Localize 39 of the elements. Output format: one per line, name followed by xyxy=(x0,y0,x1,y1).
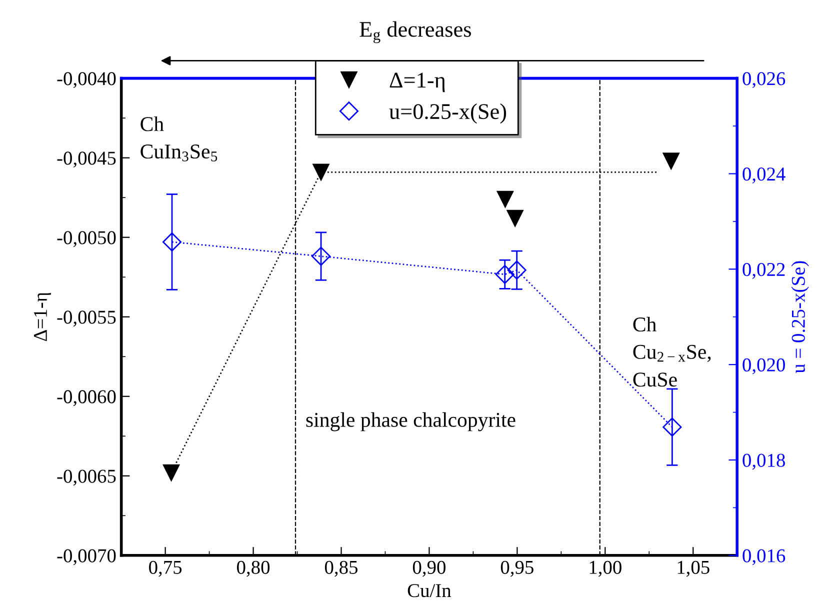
legend-label: Δ=1-η xyxy=(390,72,445,92)
x-tick-label: 1,00 xyxy=(590,560,622,577)
point xyxy=(162,232,182,252)
point xyxy=(507,260,526,280)
legend-label: u=0.25-x(Se) xyxy=(389,103,506,124)
x-tick-label: 0,95 xyxy=(500,560,534,577)
y2-tick-label: 0,024 xyxy=(742,168,786,184)
y-tick-label: -0,0070 xyxy=(57,549,116,566)
y2-axis-title: u = 0.25-x(Se) xyxy=(791,261,809,374)
point xyxy=(162,464,180,482)
annotation: Ch CuIn$_{3}$Se$_{5}$ xyxy=(140,116,218,162)
y2-tick-label: 0,018 xyxy=(742,454,785,470)
y2-tick-label: 0,026 xyxy=(742,72,786,88)
x-tick-label: 0,75 xyxy=(149,560,182,577)
point xyxy=(495,264,514,284)
point xyxy=(506,210,524,227)
annotation: Ch Cu$_{2−x}$Se, CuSe xyxy=(633,316,711,387)
y-tick-label: -0,0065 xyxy=(57,470,116,486)
x-tick-label: 0,80 xyxy=(237,560,270,577)
point xyxy=(312,164,330,180)
point xyxy=(662,418,682,437)
y-tick-label: -0,0055 xyxy=(57,310,116,327)
x-tick-label: 0,85 xyxy=(324,560,358,577)
y-tick-label: -0,0040 xyxy=(57,72,116,88)
x-tick-label: 0,90 xyxy=(412,560,446,577)
y-tick-label: -0,0045 xyxy=(57,152,116,168)
point xyxy=(662,152,680,170)
annotation: single phase chalcopyrite xyxy=(306,412,516,432)
y-tick-label: -0,0060 xyxy=(57,390,116,406)
y2-tick-label: 0,020 xyxy=(742,358,785,374)
y-tick-label: -0,0050 xyxy=(57,231,116,248)
y2-tick-label: 0,022 xyxy=(742,262,785,279)
x-axis-title: Cu/In xyxy=(408,584,452,598)
y2-tick-label: 0,016 xyxy=(742,549,786,566)
x-tick-label: 1,05 xyxy=(678,560,710,577)
text: E$_{g}$ decreases xyxy=(360,21,471,44)
y-axis-title: Δ=1-η xyxy=(34,292,51,342)
point xyxy=(496,190,514,208)
point xyxy=(311,246,331,266)
